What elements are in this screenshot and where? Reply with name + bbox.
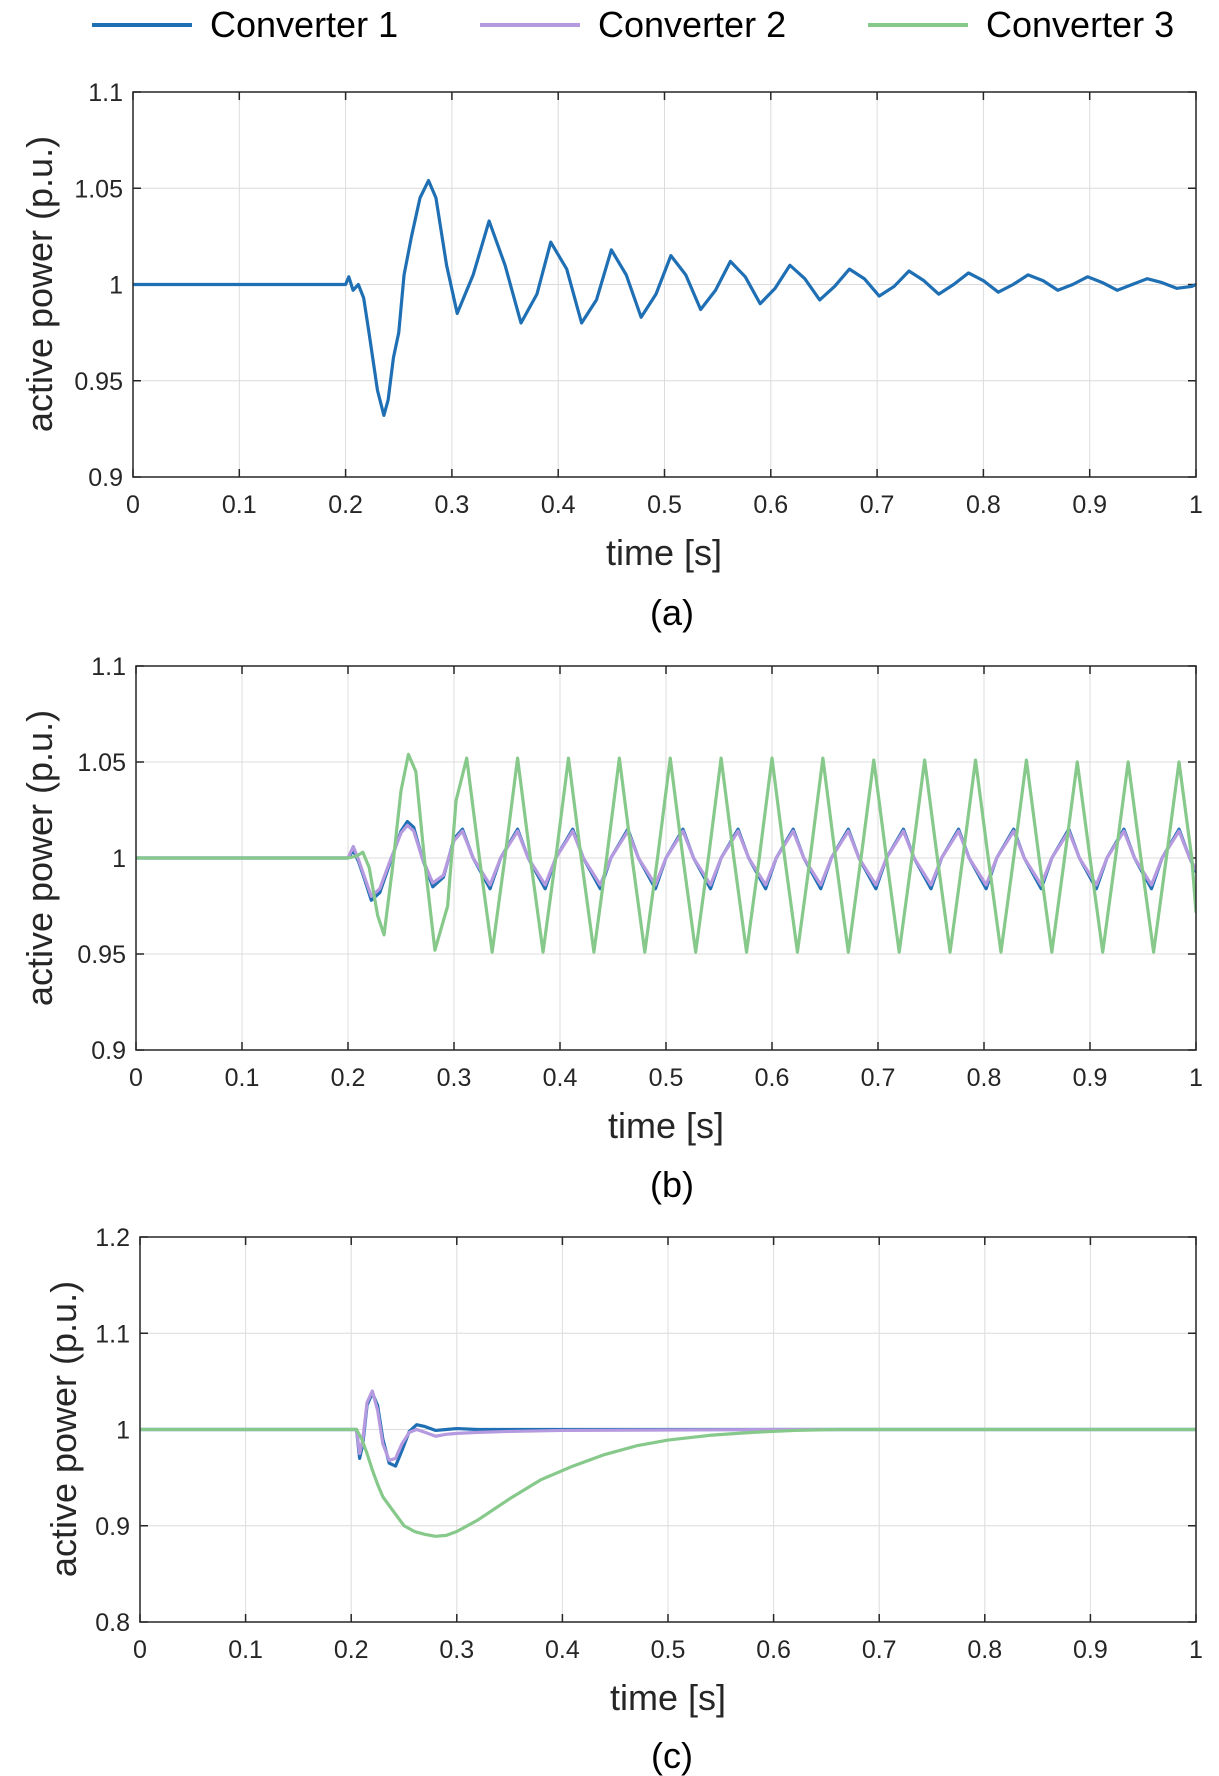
panel-a-caption: (a) [650, 592, 694, 633]
panel-c-x-tick-label: 0.3 [439, 1636, 474, 1664]
panel-b-y-tick-label: 1.1 [91, 653, 126, 681]
panel-a-x-tick-label: 0.3 [435, 491, 470, 519]
panel-c-x-tick-label: 0.8 [967, 1636, 1002, 1664]
panel-a-axes-frame [132, 91, 1197, 478]
panel-a-xlabel: time [s] [606, 532, 722, 573]
panel-c-x-tick-label: 0.1 [228, 1636, 263, 1664]
panel-b-series-group [136, 752, 1196, 954]
panel-b-x-tick-label: 0.4 [543, 1064, 578, 1092]
panel-b-axes-frame [135, 665, 1197, 1051]
panel-c-y-tick-label: 1.2 [95, 1224, 130, 1252]
panel-a-series-group [133, 178, 1196, 417]
panel-c-caption: (c) [651, 1735, 693, 1776]
legend-entry-converter-1: Converter 1 [92, 4, 398, 45]
panel-b-caption: (b) [650, 1164, 694, 1205]
panel-a-x-tick-label: 0.8 [966, 491, 1001, 519]
legend-entry-converter-2: Converter 2 [480, 4, 786, 45]
panel-a-x-tick-label: 0 [126, 491, 140, 519]
panel-b-ylabel: active power (p.u.) [19, 710, 60, 1006]
panel-b-y-tick-label: 1.05 [77, 749, 126, 777]
panel-c-plot-area: 0 0.1 0.2 0.3 0.4 0.5 0.6 0.7 0.8 0.9 1 0.8 0.9 1 1.1 1… [95, 1224, 1203, 1664]
panel-c-x-tick-label: 0.6 [756, 1636, 791, 1664]
panel-b-x-tick-label: 0.6 [755, 1064, 790, 1092]
panel-c-series-converter-2 [140, 1389, 1196, 1462]
panel-b-x-tick-label: 0.1 [225, 1064, 260, 1092]
panel-b-x-tick-label: 0.7 [861, 1064, 896, 1092]
panel-c-series-converter-3 [140, 1427, 1196, 1538]
panel-c-y-tick-label: 1.1 [95, 1320, 130, 1348]
legend-label-converter-2: Converter 2 [598, 4, 786, 45]
panel-a-x-tick-label: 1 [1189, 491, 1203, 519]
panel-a-x-tick-label: 0.2 [328, 491, 363, 519]
chart-panel-b: 0 0.1 0.2 0.3 0.4 0.5 0.6 0.7 0.8 0.9 1 0.9 0.95 1 1.0… [19, 653, 1203, 1205]
panel-b-x-tick-label: 0.8 [967, 1064, 1002, 1092]
panel-a-x-tick-label: 0.7 [860, 491, 895, 519]
panel-a-ylabel: active power (p.u.) [19, 136, 60, 432]
panel-a-series-converter-1 [133, 178, 1196, 417]
panel-c-y-tick-label: 1 [116, 1417, 130, 1445]
legend: Converter 1 Converter 2 Converter 3 [92, 4, 1174, 45]
panel-b-xlabel: time [s] [608, 1105, 724, 1146]
panel-b-x-tick-label: 0.3 [437, 1064, 472, 1092]
panel-c-x-tick-label: 0.7 [862, 1636, 897, 1664]
panel-c-x-tick-label: 1 [1189, 1636, 1203, 1664]
panel-c-x-tick-label: 0.5 [651, 1636, 686, 1664]
panel-c-series-group [140, 1389, 1196, 1538]
panel-b-x-tick-label: 0.2 [331, 1064, 366, 1092]
panel-b-x-tick-label: 0 [129, 1064, 143, 1092]
panel-b-x-tick-label: 0.5 [649, 1064, 684, 1092]
panel-a-y-tick-label: 0.9 [88, 464, 123, 492]
panel-b-series-converter-2 [136, 823, 1196, 898]
panel-a-x-tick-label: 0.9 [1072, 491, 1107, 519]
panel-c-axes-frame [139, 1236, 1197, 1623]
panel-a-x-tick-label: 0.1 [222, 491, 257, 519]
panel-c-y-tick-label: 0.9 [95, 1513, 130, 1541]
panel-b-y-tick-label: 1 [112, 845, 126, 873]
chart-panel-a: 0 0.1 0.2 0.3 0.4 0.5 0.6 0.7 0.8 0.9 1 0.9 0.95 1 1.0… [19, 79, 1203, 633]
legend-entry-converter-3: Converter 3 [868, 4, 1174, 45]
panel-b-y-tick-label: 0.9 [91, 1037, 126, 1065]
panel-a-y-tick-label: 1.05 [74, 175, 123, 203]
panel-a-plot-area: 0 0.1 0.2 0.3 0.4 0.5 0.6 0.7 0.8 0.9 1 0.9 0.95 1 1.0… [74, 79, 1203, 519]
panel-c-x-tick-label: 0 [133, 1636, 147, 1664]
legend-label-converter-1: Converter 1 [210, 4, 398, 45]
panel-b-y-tick-label: 0.95 [77, 941, 126, 969]
panel-a-y-tick-label: 0.95 [74, 368, 123, 396]
panel-a-x-tick-label: 0.5 [647, 491, 682, 519]
panel-c-x-tick-label: 0.4 [545, 1636, 580, 1664]
panel-a-y-tick-label: 1 [109, 272, 123, 300]
chart-panel-c: 0 0.1 0.2 0.3 0.4 0.5 0.6 0.7 0.8 0.9 1 0.8 0.9 1 1.1 1… [43, 1224, 1203, 1776]
panel-a-y-tick-label: 1.1 [88, 79, 123, 107]
panel-c-xlabel: time [s] [610, 1677, 726, 1718]
legend-label-converter-3: Converter 3 [986, 4, 1174, 45]
panel-c-x-tick-label: 0.9 [1073, 1636, 1108, 1664]
panel-a-x-tick-label: 0.6 [753, 491, 788, 519]
panel-b-x-tick-label: 0.9 [1073, 1064, 1108, 1092]
panel-c-ylabel: active power (p.u.) [43, 1281, 84, 1577]
panel-a-x-tick-label: 0.4 [541, 491, 576, 519]
panel-c-x-tick-label: 0.2 [334, 1636, 369, 1664]
panel-c-y-tick-label: 0.8 [95, 1609, 130, 1637]
panel-b-series-converter-3 [136, 752, 1196, 954]
panel-b-plot-area: 0 0.1 0.2 0.3 0.4 0.5 0.6 0.7 0.8 0.9 1 0.9 0.95 1 1.0… [77, 653, 1203, 1092]
panel-b-x-tick-label: 1 [1189, 1064, 1203, 1092]
